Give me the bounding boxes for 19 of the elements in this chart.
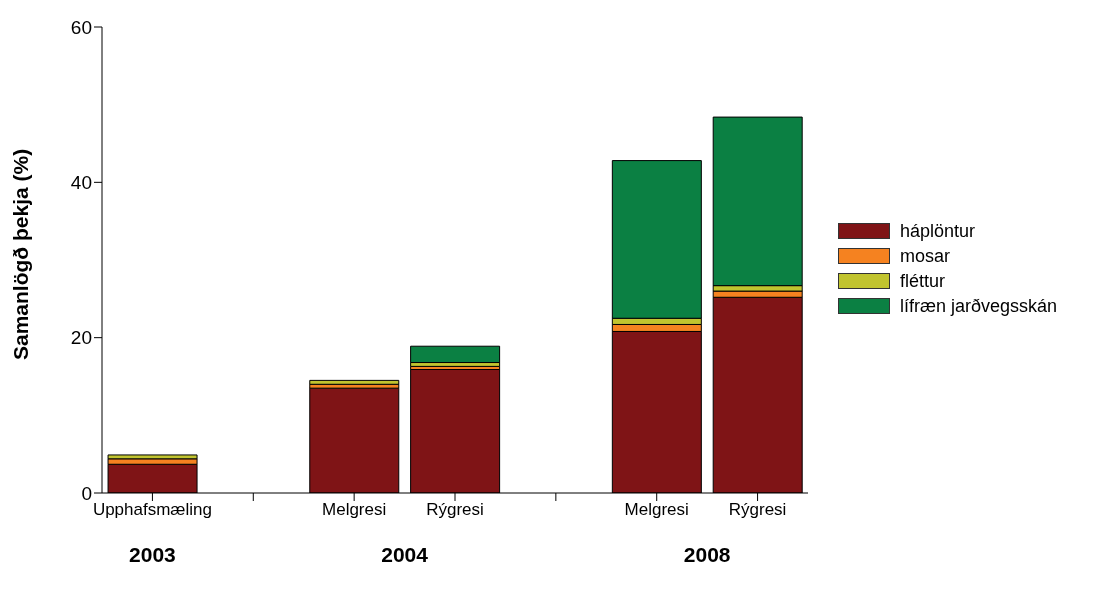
y-tick-label: 40 — [70, 172, 92, 194]
x-tick-label: Upphafsmæling — [92, 500, 212, 520]
x-tick-label: Rýgresi — [728, 500, 787, 520]
legend-label: lífræn jarðvegsskán — [900, 295, 1058, 317]
text: 2008 — [682, 543, 732, 567]
x-tick-label: Melgresi — [322, 500, 387, 520]
y-tick-label: 0 — [81, 482, 92, 504]
y-tick-label: 60 — [70, 16, 92, 38]
bar — [410, 345, 501, 364]
x-tick-label: Melgresi — [624, 500, 689, 520]
legend-label: fléttur — [900, 270, 946, 292]
y-axis-title: Samanlögð þekja (%) — [9, 148, 33, 360]
legend-label: mosar — [900, 245, 951, 267]
bar — [309, 379, 400, 385]
y-tick-label: 20 — [70, 327, 92, 349]
legend-label: háplöntur — [900, 220, 976, 242]
text: 2003 — [128, 543, 177, 567]
x-tick-label: Rýgresi — [426, 500, 484, 520]
text: 2004 — [380, 543, 429, 567]
